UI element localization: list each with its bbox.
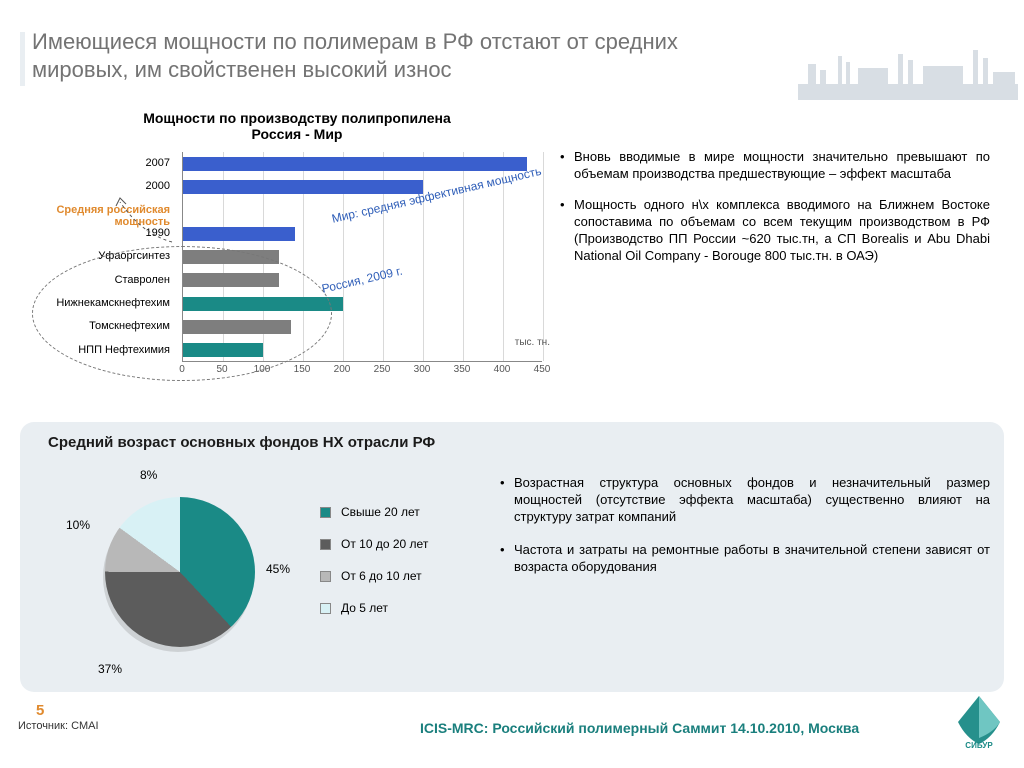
legend-swatch bbox=[320, 539, 331, 550]
slide-title: Имеющиеся мощности по полимерам в РФ отс… bbox=[32, 28, 752, 84]
title-block: Имеющиеся мощности по полимерам в РФ отс… bbox=[32, 28, 752, 84]
bar-chart: Мощности по производству полипропилена Р… bbox=[32, 110, 562, 392]
bullet-item: Вновь вводимые в мире мощности значитель… bbox=[560, 148, 990, 182]
legend-swatch bbox=[320, 603, 331, 614]
arrow-annotation-icon bbox=[112, 194, 182, 244]
legend-swatch bbox=[320, 507, 331, 518]
slide: Имеющиеся мощности по полимерам в РФ отс… bbox=[0, 0, 1024, 768]
legend-row: Свыше 20 лет bbox=[320, 496, 428, 528]
legend-label: От 10 до 20 лет bbox=[341, 537, 428, 551]
bullet-item: Частота и затраты на ремонтные работы в … bbox=[500, 541, 990, 575]
pie-legend: Свыше 20 лет От 10 до 20 лет От 6 до 10 ле… bbox=[320, 496, 428, 624]
legend-row: От 10 до 20 лет bbox=[320, 528, 428, 560]
x-axis-unit: тыс. тн. bbox=[515, 337, 550, 348]
grey-info-box: Средний возраст основных фондов НХ отрас… bbox=[20, 422, 1004, 692]
title-accent-bar bbox=[20, 32, 25, 86]
bar bbox=[183, 157, 527, 171]
top-bullet-list: Вновь вводимые в мире мощности значитель… bbox=[560, 148, 990, 278]
legend-label: Свыше 20 лет bbox=[341, 505, 420, 519]
footer-event: ICIS-MRC: Российский полимерный Саммит 1… bbox=[420, 720, 859, 736]
bullet-item: Возрастная структура основных фондов и н… bbox=[500, 474, 990, 525]
logo-text: СИБУР bbox=[965, 741, 993, 750]
bar bbox=[183, 227, 295, 241]
bar bbox=[183, 180, 423, 194]
pie-label-8: 8% bbox=[140, 468, 157, 482]
legend-row: До 5 лет bbox=[320, 592, 428, 624]
bar-row: 1990 bbox=[183, 222, 542, 245]
lower-bullet-list: Возрастная структура основных фондов и н… bbox=[500, 474, 990, 591]
pie-label-45: 45% bbox=[266, 562, 290, 576]
pie-chart: 45% 37% 10% 8% bbox=[80, 472, 280, 672]
bar-label: 2000 bbox=[20, 180, 170, 192]
factory-silhouette-icon bbox=[798, 44, 1018, 100]
bar-chart-title: Мощности по производству полипропилена Р… bbox=[32, 110, 562, 142]
page-number: 5 bbox=[36, 702, 44, 719]
pie-disc bbox=[105, 497, 255, 647]
source-text: Источник: CMAI bbox=[18, 720, 99, 732]
russia-ellipse-annotation bbox=[32, 246, 332, 381]
legend-row: От 6 до 10 лет bbox=[320, 560, 428, 592]
bar-chart-plot: 20072000Средняя российская мощность1990У… bbox=[32, 152, 562, 392]
pie-label-10: 10% bbox=[66, 518, 90, 532]
bar-label: 2007 bbox=[20, 157, 170, 169]
grey-box-title: Средний возраст основных фондов НХ отрас… bbox=[48, 434, 435, 451]
sibur-logo-icon: СИБУР bbox=[952, 692, 1006, 750]
legend-label: От 6 до 10 лет bbox=[341, 569, 422, 583]
legend-label: До 5 лет bbox=[341, 601, 388, 615]
bullet-item: Мощность одного н\х комплекса вводимого … bbox=[560, 196, 990, 264]
legend-swatch bbox=[320, 571, 331, 582]
pie-label-37: 37% bbox=[98, 662, 122, 676]
bar-row: 2007 bbox=[183, 152, 542, 175]
